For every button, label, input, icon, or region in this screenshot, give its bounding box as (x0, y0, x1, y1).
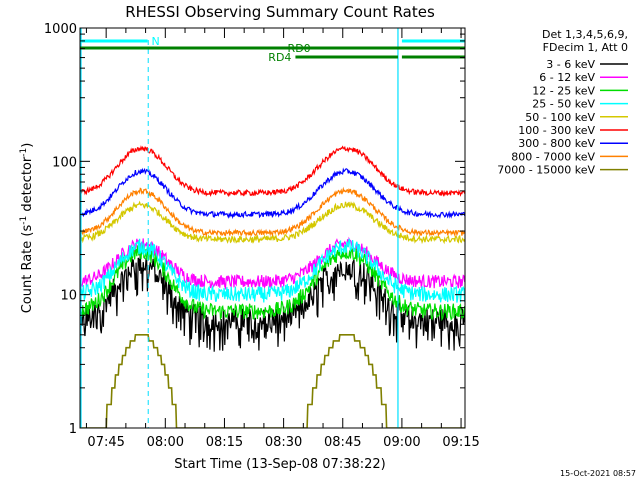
legend-entry-label: 25 - 50 keV (532, 98, 595, 111)
series-line (80, 244, 465, 322)
legend: Det 1,3,4,5,6,9, FDecim 1, Att 0 3 - 6 k… (497, 28, 628, 177)
legend-header-line-1: Det 1,3,4,5,6,9, (542, 28, 628, 41)
x-tick-label: 08:45 (324, 435, 361, 450)
y-tick-label: 1 (69, 422, 77, 437)
series-layer (80, 145, 465, 428)
chart-title: RHESSI Observing Summary Count Rates (125, 3, 435, 21)
series-line (80, 167, 465, 220)
x-tick-label: 07:45 (87, 435, 124, 450)
x-tick-label: 09:15 (442, 435, 479, 450)
x-tick-label: 08:00 (147, 435, 184, 450)
x-axis-label: Start Time (13-Sep-08 07:38:22) (174, 457, 385, 472)
x-tick-label: 08:30 (265, 435, 302, 450)
legend-entry-label: 800 - 7000 keV (511, 150, 595, 163)
axis-layer: 1 10 100 1000 07:45 08:00 08:15 08:30 08:45 09:00… (44, 22, 480, 450)
series-line (80, 253, 465, 352)
series-line (80, 200, 465, 245)
series-line (80, 238, 465, 303)
y-tick-label: 1000 (44, 22, 77, 37)
rd0-flag-label: RD0 (288, 42, 311, 55)
n-flag-label: N (152, 35, 160, 48)
series-line (80, 186, 465, 238)
legend-entry-label: 50 - 100 keV (525, 111, 595, 124)
y-tick-label: 10 (60, 289, 77, 304)
legend-entry-label: 6 - 12 keV (539, 71, 595, 84)
legend-entry-label: 100 - 300 keV (518, 124, 595, 137)
series-line (80, 334, 465, 428)
y-tick-label: 100 (52, 155, 77, 170)
x-tick-label: 08:15 (206, 435, 243, 450)
plot-frame (79, 27, 466, 429)
legend-entry-label: 12 - 25 keV (532, 84, 595, 97)
footer-date: 15-Oct-2021 08:57 (560, 469, 636, 478)
rd4-flag-label: RD4 (268, 51, 291, 64)
legend-entry-label: 300 - 800 keV (518, 137, 595, 150)
marker-layer (80, 28, 466, 428)
legend-entry-label: 7000 - 15000 keV (497, 164, 595, 177)
series-line (80, 145, 465, 198)
legend-entry-label: 3 - 6 keV (546, 58, 595, 71)
y-axis-label: Count Rate (s-1 detector-1) (19, 143, 35, 314)
x-tick-label: 09:00 (383, 435, 420, 450)
legend-header-line-2: FDecim 1, Att 0 (543, 41, 628, 54)
